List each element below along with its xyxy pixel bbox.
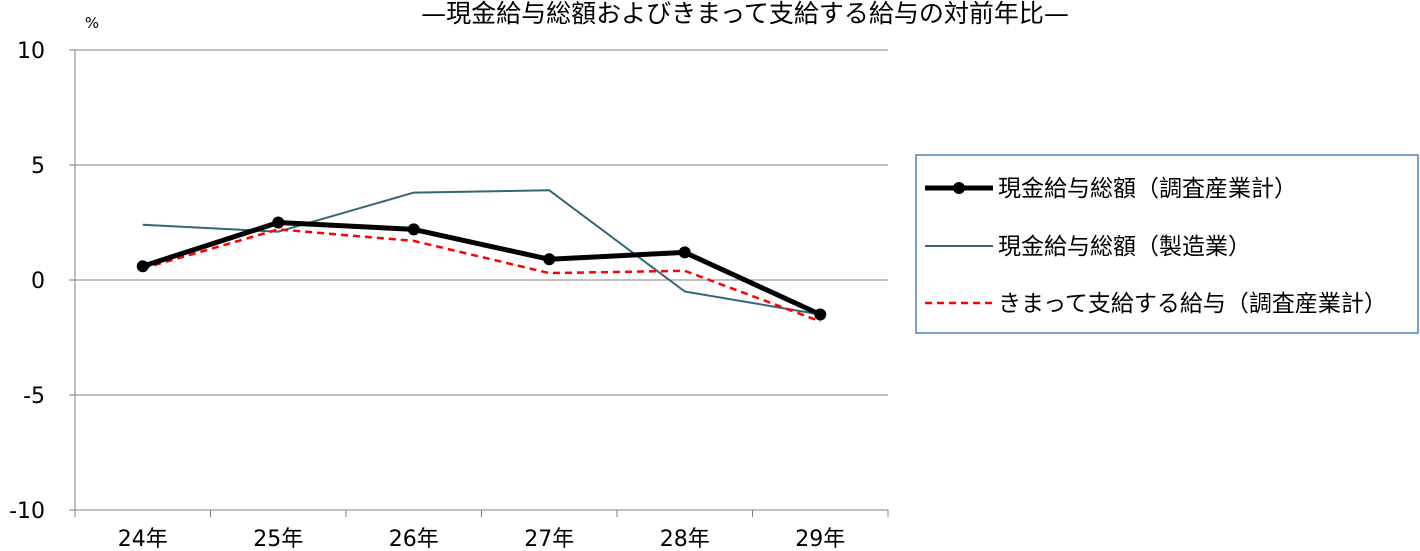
legend-label: きまって支給する給与（調査産業計） (998, 291, 1387, 317)
data-point-series-1 (272, 216, 285, 229)
chart-title: —現金給与総額およびきまって支給する給与の対前年比— (421, 0, 1069, 28)
axes: 10 5 0 -5 -10 24年 25年 26年 27年 28年 29年 (9, 39, 889, 551)
data-series (136, 189, 827, 323)
x-tick-label: 29年 (795, 527, 845, 551)
legend-marker (953, 182, 965, 194)
series-line-1 (141, 220, 822, 317)
x-tick-label: 27年 (524, 527, 574, 551)
data-point-series-1 (543, 253, 556, 266)
y-tick-label: -5 (23, 384, 45, 409)
series-line-2 (142, 189, 821, 316)
legend-box (915, 154, 1419, 334)
x-tick-label: 25年 (253, 527, 303, 551)
legend-label: 現金給与総額（調査産業計） (998, 176, 1297, 202)
legend: 現金給与総額（調査産業計） 現金給与総額（製造業） きまって支給する給与（調査産業計… (915, 154, 1419, 334)
x-tick-label: 28年 (660, 527, 710, 551)
gridlines (75, 49, 888, 396)
legend-label: 現金給与総額（製造業） (998, 234, 1251, 260)
y-tick-label: 0 (31, 269, 45, 294)
data-point-series-1 (814, 308, 827, 321)
x-tick-label: 24年 (118, 527, 168, 551)
y-axis-unit-label: % (85, 14, 99, 32)
y-tick-label: 5 (31, 154, 45, 179)
y-tick-label: 10 (17, 39, 45, 64)
x-tick-label: 26年 (389, 527, 439, 551)
data-point-series-1 (136, 260, 149, 273)
data-point-series-1 (678, 246, 691, 259)
data-point-series-1 (407, 223, 420, 236)
y-tick-label: -10 (9, 499, 45, 524)
